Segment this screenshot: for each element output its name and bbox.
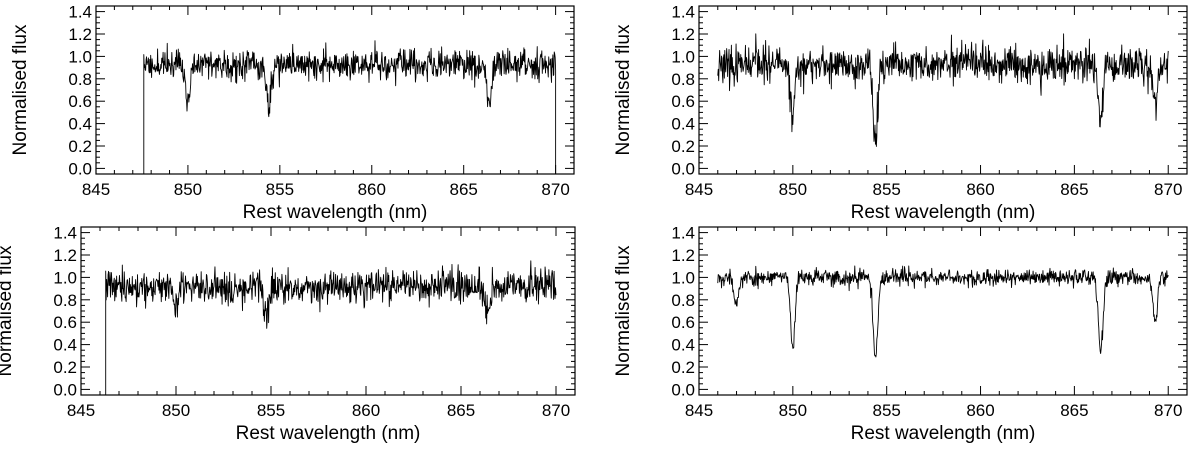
- y-tick-label: 0.4: [671, 115, 695, 134]
- spectrum-line: [143, 40, 557, 174]
- x-tick-label: 865: [1060, 401, 1088, 420]
- x-tick-label: 865: [1060, 180, 1088, 199]
- x-tick-label: 870: [1154, 401, 1182, 420]
- x-tick-label: 845: [82, 180, 110, 199]
- y-axis-title: Normalised flux: [10, 24, 31, 155]
- y-tick-label: 0.2: [68, 137, 92, 156]
- spectrum-line: [717, 33, 1169, 147]
- y-tick-label: 1.0: [671, 47, 695, 66]
- chart-panel-bottom-right: 845 850 855 860 865 870 0.0 0.2 0.4 0.6 0.8 1.0 1.2 1…: [613, 224, 1188, 444]
- y-axis-title: Normalised flux: [613, 245, 634, 376]
- y-tick-label: 0.0: [53, 380, 77, 399]
- y-tick-label: 1.4: [671, 3, 695, 22]
- plot-frame: [698, 226, 1188, 396]
- x-tick-label: 870: [1154, 180, 1182, 199]
- y-tick-label: 0.6: [671, 92, 695, 111]
- x-tick-label: 850: [174, 180, 202, 199]
- y-tick-label: 0.4: [671, 336, 695, 355]
- spectrum-line: [717, 265, 1169, 358]
- y-tick-label: 0.8: [53, 291, 77, 310]
- y-tick-label: 0.2: [671, 358, 695, 377]
- x-tick-label: 860: [966, 401, 994, 420]
- y-tick-label: 0.4: [68, 115, 92, 134]
- y-tick-label: 0.6: [68, 92, 92, 111]
- y-axis-title: Normalised flux: [0, 245, 16, 376]
- x-tick-label: 855: [266, 180, 294, 199]
- y-tick-label: 0.2: [671, 137, 695, 156]
- plot-frame: [95, 5, 575, 175]
- y-tick-label: 0.8: [671, 291, 695, 310]
- x-tick-label: 870: [541, 180, 569, 199]
- x-tick-label: 855: [873, 180, 901, 199]
- x-tick-label: 865: [447, 401, 475, 420]
- y-tick-label: 0.8: [671, 70, 695, 89]
- x-tick-label: 850: [162, 401, 190, 420]
- plot-frame: [80, 226, 576, 396]
- y-tick-label: 1.0: [53, 268, 77, 287]
- chart-panel-bottom-left: 845 850 855 860 865 870 0.0 0.2 0.4 0.6 0.8 1.0 1.2 1…: [0, 224, 576, 444]
- y-tick-label: 1.0: [68, 47, 92, 66]
- y-tick-label: 0.6: [671, 313, 695, 332]
- chart-panel-top-right: 845 850 855 860 865 870 0.0 0.2 0.4 0.6 0.8 1.0 1.2 1…: [613, 3, 1188, 223]
- y-tick-label: 1.0: [671, 268, 695, 287]
- x-tick-label: 850: [779, 401, 807, 420]
- x-tick-label: 860: [352, 401, 380, 420]
- y-tick-label: 1.4: [671, 224, 695, 243]
- y-tick-label: 1.4: [53, 224, 77, 243]
- plot-frame: [698, 5, 1188, 175]
- x-tick-label: 865: [450, 180, 478, 199]
- x-tick-label: 860: [966, 180, 994, 199]
- x-axis-title: Rest wavelength (nm): [243, 202, 428, 223]
- x-tick-label: 845: [685, 180, 713, 199]
- x-tick-label: 870: [542, 401, 570, 420]
- x-tick-label: 845: [685, 401, 713, 420]
- x-axis-title: Rest wavelength (nm): [851, 423, 1036, 444]
- x-tick-label: 850: [779, 180, 807, 199]
- x-axis-title: Rest wavelength (nm): [851, 202, 1036, 223]
- y-tick-label: 1.4: [68, 3, 92, 22]
- y-axis-title: Normalised flux: [613, 24, 634, 155]
- y-tick-label: 0.2: [53, 358, 77, 377]
- chart-panel-top-left: 845 850 855 860 865 870 0.0 0.2 0.4 0.6 0.8 1.0 1.2 1…: [10, 3, 575, 223]
- y-tick-label: 0.0: [671, 380, 695, 399]
- x-tick-label: 855: [873, 401, 901, 420]
- y-tick-label: 1.2: [68, 25, 92, 44]
- y-tick-label: 1.2: [671, 25, 695, 44]
- x-tick-label: 860: [358, 180, 386, 199]
- y-tick-label: 0.6: [53, 313, 77, 332]
- y-tick-label: 0.8: [68, 70, 92, 89]
- y-tick-label: 1.2: [671, 246, 695, 265]
- x-axis-title: Rest wavelength (nm): [236, 423, 421, 444]
- spectrum-line: [105, 260, 557, 395]
- y-tick-label: 0.0: [671, 159, 695, 178]
- y-tick-label: 0.4: [53, 336, 77, 355]
- y-tick-label: 0.0: [68, 159, 92, 178]
- x-tick-label: 845: [67, 401, 95, 420]
- y-tick-label: 1.2: [53, 246, 77, 265]
- x-tick-label: 855: [257, 401, 285, 420]
